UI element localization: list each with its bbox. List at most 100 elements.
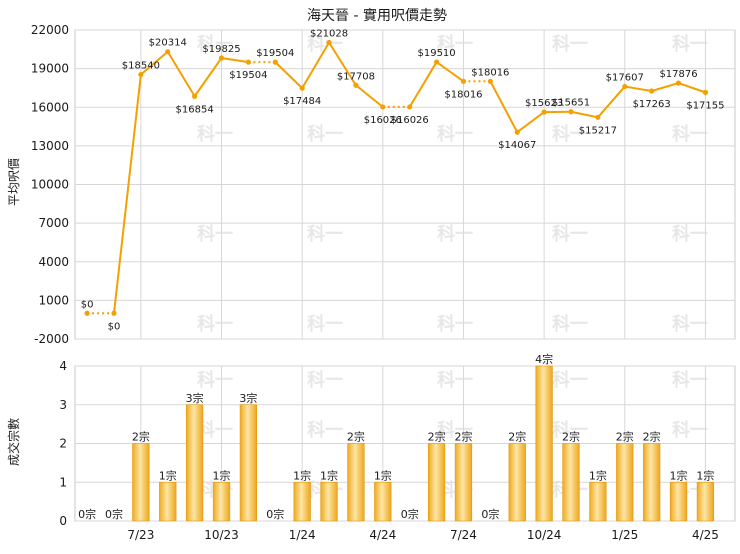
watermark-text: 科一 (307, 419, 343, 441)
line-point (219, 55, 224, 60)
bar (159, 482, 176, 521)
line-point (407, 104, 412, 109)
line-segment (679, 83, 706, 92)
line-point (461, 79, 466, 84)
chart-title: 海天晉 - 實用呎價走勢 (307, 7, 447, 24)
bar (428, 444, 445, 522)
bar (697, 482, 714, 521)
line-data-label: $17263 (633, 99, 671, 110)
bar (563, 444, 580, 522)
line-segment (222, 58, 249, 62)
bar-data-label: 3宗 (186, 391, 204, 405)
line-point (273, 60, 278, 65)
line-data-label: $19510 (417, 48, 455, 59)
watermark-text: 科一 (307, 123, 343, 145)
line-point (703, 90, 708, 95)
line-point (138, 72, 143, 77)
watermark-text: 科一 (307, 223, 343, 245)
bar (133, 444, 150, 522)
bar-data-label: 1宗 (159, 468, 177, 482)
bar (670, 482, 687, 521)
line-point (353, 83, 358, 88)
watermark-text: 科一 (197, 369, 233, 391)
line-point (84, 311, 89, 316)
x-tick-label: 7/24 (450, 528, 477, 542)
line-y-tick-label: 22000 (31, 23, 69, 37)
line-y-tick-label: -2000 (34, 332, 69, 346)
bar-data-label: 2宗 (454, 430, 472, 444)
watermark-text: 科一 (672, 123, 708, 145)
watermark-text: 科一 (437, 369, 473, 391)
bar-data-label: 0宗 (401, 507, 419, 521)
bar-data-label: 1宗 (213, 468, 231, 482)
bar (374, 482, 391, 521)
bar-data-label: 2宗 (508, 430, 526, 444)
line-point (649, 88, 654, 93)
bar (294, 482, 311, 521)
watermark-text: 科一 (672, 223, 708, 245)
line-y-tick-label: 13000 (31, 139, 69, 153)
watermark-text: 科一 (672, 369, 708, 391)
line-segment (571, 112, 598, 118)
line-y-tick-label: 7000 (38, 216, 69, 230)
x-tick-label: 7/23 (127, 528, 154, 542)
bar-data-label: 1宗 (320, 468, 338, 482)
line-y-tick-label: 10000 (31, 178, 69, 192)
line-segment (490, 81, 517, 132)
line-data-label: $15651 (552, 98, 590, 109)
line-point (165, 49, 170, 54)
line-data-label: $14067 (498, 140, 536, 151)
line-segment (625, 87, 652, 91)
line-segment (114, 75, 141, 314)
bar-data-label: 2宗 (132, 430, 150, 444)
line-data-label: $19825 (202, 44, 240, 55)
line-segment (275, 62, 302, 88)
watermark-text: 科一 (437, 313, 473, 335)
watermark-text: 科一 (672, 419, 708, 441)
bar (590, 482, 607, 521)
line-segment (195, 58, 222, 96)
bar-data-label: 1宗 (670, 468, 688, 482)
bar-data-label: 0宗 (78, 507, 96, 521)
line-point (488, 79, 493, 84)
line-data-label: $17484 (283, 96, 321, 107)
line-y-axis-label: 平均呎價 (7, 158, 21, 206)
line-data-label: $0 (108, 321, 121, 332)
watermark-text: 科一 (437, 223, 473, 245)
bar-y-tick-label: 0 (59, 514, 67, 528)
watermark-text: 科一 (307, 369, 343, 391)
bar-data-label: 0宗 (105, 507, 123, 521)
line-data-label: $16026 (391, 115, 429, 126)
bar (240, 405, 257, 521)
line-data-label: $15217 (579, 125, 617, 136)
x-tick-label: 1/24 (289, 528, 316, 542)
bar-data-label: 1宗 (589, 468, 607, 482)
line-data-label: $19504 (229, 70, 267, 81)
line-point (111, 311, 116, 316)
bar-data-label: 4宗 (535, 352, 553, 366)
x-tick-label: 4/25 (692, 528, 719, 542)
line-y-tick-label: 1000 (38, 293, 69, 307)
watermark-text: 科一 (307, 313, 343, 335)
bar-data-label: 2宗 (562, 430, 580, 444)
bar-y-tick-label: 4 (59, 359, 67, 373)
line-data-label: $18016 (444, 89, 482, 100)
watermark-text: 科一 (672, 33, 708, 55)
bar-data-label: 2宗 (643, 430, 661, 444)
bar-data-label: 1宗 (293, 468, 311, 482)
line-point (380, 104, 385, 109)
bar-data-label: 1宗 (374, 468, 392, 482)
bar-data-label: 3宗 (239, 391, 257, 405)
line-point (246, 60, 251, 65)
x-tick-label: 10/24 (527, 528, 562, 542)
line-point (192, 94, 197, 99)
bar (455, 444, 472, 522)
bar-data-label: 2宗 (347, 430, 365, 444)
watermark-text: 科一 (552, 223, 588, 245)
bar-data-label: 0宗 (266, 507, 284, 521)
x-tick-label: 10/23 (204, 528, 239, 542)
line-point (676, 80, 681, 85)
bar-data-label: 0宗 (481, 507, 499, 521)
